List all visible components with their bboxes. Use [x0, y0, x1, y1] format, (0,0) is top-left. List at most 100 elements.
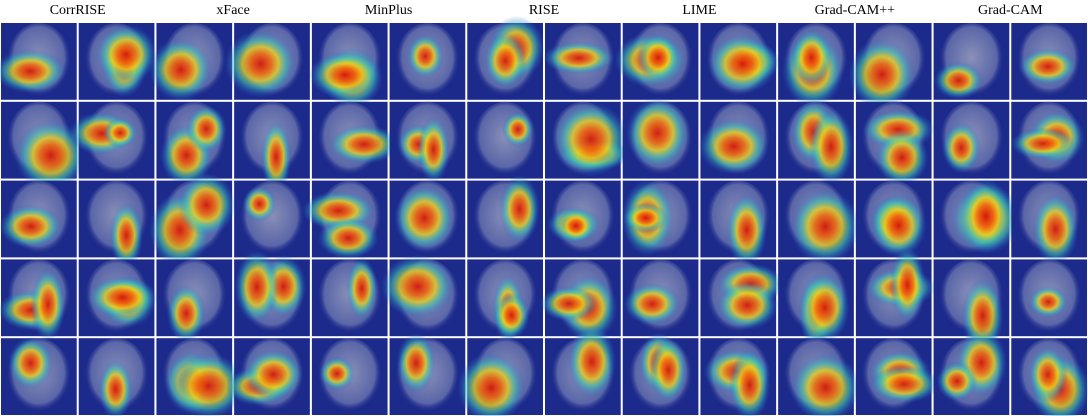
heatmap-cell	[0, 259, 77, 341]
heat-spot	[166, 284, 206, 343]
heatmap-cell	[622, 259, 699, 337]
heat-spot	[0, 49, 67, 94]
heat-spot	[185, 104, 227, 153]
heatmap-cell	[311, 101, 400, 179]
heatmap-cell	[700, 338, 777, 416]
heat-spot	[109, 202, 144, 269]
heat-spot	[224, 29, 297, 98]
heatmap-cell	[933, 23, 1010, 100]
heatmap-cell	[778, 259, 854, 348]
heatmap-cell	[545, 180, 621, 258]
heatmap-cell	[621, 179, 699, 258]
heat-spot	[941, 122, 981, 174]
method-header: LIME	[682, 3, 716, 18]
heat-spot	[567, 325, 617, 398]
heatmap-cell	[467, 15, 545, 100]
heat-spot	[623, 202, 668, 234]
heatmap-cell	[614, 23, 699, 100]
heatmap-cell	[234, 250, 310, 337]
heatmap-cell	[540, 259, 621, 342]
heatmap-cell	[78, 259, 158, 337]
heat-spot	[242, 186, 277, 222]
heatmap-cell	[389, 180, 466, 258]
heatmap-cell	[1, 336, 77, 415]
heat-spot	[393, 184, 455, 252]
heatmap-cell	[622, 332, 699, 415]
heatmap-cell	[225, 338, 310, 415]
heatmap-cell	[224, 23, 310, 100]
heatmap-cell	[457, 338, 543, 416]
heat-spot	[1028, 346, 1068, 403]
heatmap-cell	[156, 259, 233, 343]
heatmap-cell	[700, 180, 777, 267]
heatmap-cell	[78, 180, 155, 269]
heatmap-cell	[1011, 23, 1087, 100]
heat-spot	[726, 193, 768, 267]
heat-spot	[8, 336, 54, 390]
method-header: Grad-CAM++	[815, 3, 895, 18]
heatmap-cell	[855, 338, 939, 415]
heat-spot	[875, 129, 929, 186]
heat-spot	[177, 172, 236, 237]
heat-spot	[790, 28, 833, 87]
heat-spot	[317, 217, 379, 259]
heat-spot	[319, 356, 355, 391]
heatmap-cell	[69, 101, 155, 179]
heatmap-cell	[308, 23, 388, 108]
heat-spot	[260, 120, 292, 194]
heatmap-cell	[848, 23, 932, 110]
heatmap-cell	[467, 174, 543, 258]
heatmap-cell	[933, 178, 1022, 258]
heatmap-cell	[1010, 101, 1087, 179]
heatmap-cell	[467, 259, 543, 343]
heatmap-cell	[389, 23, 466, 100]
heat-spot	[649, 337, 688, 403]
heatmap-cell	[855, 180, 932, 258]
heatmap-cell	[855, 247, 936, 337]
heat-spot	[30, 267, 66, 341]
heat-spot	[457, 352, 526, 416]
heat-spot	[623, 282, 681, 326]
heat-spot	[234, 250, 280, 324]
heatmap-cell	[149, 23, 233, 102]
heat-spot	[380, 254, 455, 318]
heatmap-cell	[1011, 180, 1087, 265]
heat-spot	[149, 38, 212, 102]
method-header: Grad-CAM	[978, 3, 1043, 18]
method-header: RISE	[529, 3, 559, 18]
heatmap-cell	[156, 101, 233, 187]
heat-spot	[1018, 47, 1078, 86]
heat-spot	[95, 24, 157, 85]
heat-spot	[848, 38, 916, 110]
heat-spot	[698, 118, 770, 175]
heatmap-cell	[542, 23, 621, 100]
heatmap-cell	[698, 101, 777, 179]
heat-spot	[417, 116, 450, 183]
heat-spot	[800, 272, 850, 343]
heatmap-cell	[311, 338, 388, 415]
heatmap-cell	[778, 99, 854, 185]
heatmap-cell	[311, 257, 388, 337]
method-header: MinPlus	[365, 3, 412, 18]
heatmap-cell	[156, 338, 246, 416]
heat-spot	[553, 101, 629, 177]
heatmap-cell	[778, 180, 860, 265]
heatmap-cell	[1011, 338, 1088, 416]
heatmap-cell	[778, 23, 854, 108]
heat-spot	[98, 359, 133, 416]
heat-spot	[501, 111, 534, 148]
heat-spot	[243, 349, 304, 400]
heat-spot	[1032, 193, 1079, 265]
heatmap-cell	[149, 172, 236, 268]
heat-spot	[959, 178, 1013, 254]
heat-spot	[870, 193, 927, 258]
heat-spot	[406, 34, 444, 79]
heatmap-cell	[933, 329, 1010, 415]
heat-spot	[808, 108, 854, 185]
heat-spot	[707, 33, 778, 94]
heat-spot	[556, 208, 595, 244]
heatmap-cell	[700, 23, 780, 100]
heat-spot	[346, 257, 378, 320]
heatmap-cell	[301, 180, 388, 259]
